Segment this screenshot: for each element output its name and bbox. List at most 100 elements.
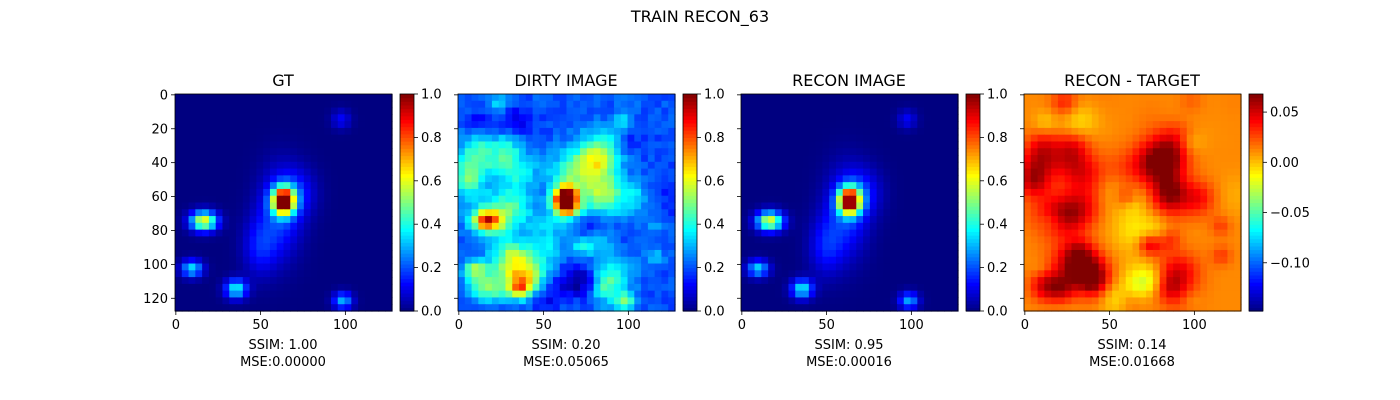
heatmap-cell	[485, 249, 493, 258]
colorbar-segment	[400, 202, 414, 207]
heatmap-cell	[1152, 188, 1161, 197]
heatmap-cell	[236, 256, 244, 265]
heatmap-cell	[654, 175, 663, 183]
heatmap-cell	[1078, 202, 1086, 210]
heatmap-cell	[208, 175, 217, 183]
heatmap-cell	[276, 222, 285, 231]
heatmap-cell	[849, 263, 857, 271]
heatmap-cell	[1132, 297, 1140, 305]
heatmap-cell	[310, 195, 319, 204]
heatmap-cell	[930, 277, 939, 285]
heatmap-cell	[256, 168, 264, 176]
heatmap-cell	[1220, 188, 1229, 197]
heatmap-cell	[303, 202, 312, 210]
heatmap-cell	[181, 121, 190, 129]
colorbar-tick-label: 0.2	[704, 261, 725, 276]
heatmap-cell	[1064, 168, 1073, 176]
heatmap-cell	[290, 277, 298, 285]
heatmap-cell	[1024, 297, 1032, 305]
heatmap-cell	[552, 209, 561, 217]
heatmap-cell	[842, 222, 851, 231]
heatmap-cell	[263, 263, 271, 271]
heatmap-cell	[580, 290, 588, 299]
heatmap-cell	[930, 202, 939, 210]
heatmap-cell	[181, 94, 190, 102]
heatmap-cell	[263, 121, 271, 129]
heatmap-cell	[1024, 236, 1032, 244]
heatmap-cell	[788, 100, 796, 109]
heatmap-cell	[1037, 134, 1045, 143]
heatmap-cell	[580, 100, 588, 109]
heatmap-cell	[747, 243, 756, 251]
heatmap-cell	[1037, 155, 1045, 163]
heatmap-cell	[835, 256, 844, 265]
heatmap-cell	[546, 249, 554, 258]
heatmap-cell	[1166, 127, 1174, 136]
heatmap-cell	[1227, 236, 1235, 244]
heatmap-cell	[1091, 168, 1100, 176]
heatmap-cell	[215, 202, 224, 210]
heatmap-cell	[324, 263, 332, 271]
heatmap-cell	[229, 249, 237, 258]
heatmap-cell	[1227, 127, 1235, 136]
heatmap-cell	[586, 222, 595, 231]
heatmap-cell	[774, 222, 783, 231]
heatmap-cell	[1105, 195, 1113, 204]
heatmap-cell	[1227, 134, 1235, 143]
heatmap-cell	[559, 229, 568, 238]
heatmap-cell	[1071, 161, 1079, 170]
heatmap-cell	[175, 114, 183, 122]
heatmap-cell	[903, 249, 912, 258]
heatmap-cell	[883, 155, 891, 163]
heatmap-cell	[1098, 114, 1106, 122]
heatmap-cell	[627, 182, 635, 190]
heatmap-cell	[202, 175, 210, 183]
heatmap-cell	[620, 100, 629, 109]
heatmap-cell	[580, 182, 588, 190]
heatmap-cell	[944, 168, 952, 176]
heatmap-cell	[835, 277, 844, 285]
heatmap-cell	[896, 148, 905, 156]
heatmap-cell	[276, 195, 285, 204]
heatmap-cell	[815, 195, 823, 204]
heatmap-cell	[768, 290, 776, 299]
heatmap-cell	[1118, 175, 1127, 183]
heatmap-cell	[741, 236, 749, 244]
heatmap-cell	[358, 127, 366, 136]
heatmap-cell	[910, 107, 918, 115]
heatmap-cell	[761, 155, 769, 163]
heatmap-cell	[863, 182, 871, 190]
heatmap-cell	[188, 94, 196, 102]
heatmap-cell	[647, 222, 656, 231]
heatmap-cell	[883, 114, 891, 122]
heatmap-cell	[485, 297, 493, 305]
heatmap-cell	[1220, 155, 1229, 163]
heatmap-cell	[1186, 304, 1195, 312]
colorbar-segment	[400, 231, 414, 236]
heatmap-cell	[641, 243, 649, 251]
heatmap-cell	[613, 121, 622, 129]
heatmap-cell	[491, 229, 500, 238]
heatmap-cell	[795, 168, 803, 176]
heatmap-cell	[1105, 141, 1113, 149]
heatmap-cell	[566, 297, 574, 305]
heatmap-cell	[317, 188, 325, 197]
heatmap-cell	[491, 283, 500, 292]
heatmap-cell	[944, 283, 952, 292]
heatmap-cell	[552, 256, 561, 265]
heatmap-cell	[1213, 148, 1222, 156]
heatmap-cell	[1152, 94, 1161, 102]
heatmap-cell	[1186, 209, 1195, 217]
heatmap-cell	[890, 175, 898, 183]
colorbar-segment	[1249, 104, 1263, 110]
heatmap-cell	[358, 209, 366, 217]
heatmap-cell	[1159, 297, 1168, 305]
heatmap-cell	[647, 100, 656, 109]
heatmap-cell	[573, 134, 581, 143]
heatmap-cell	[344, 188, 352, 197]
heatmap-cell	[351, 141, 359, 149]
heatmap-cell	[620, 155, 629, 163]
heatmap-cell	[802, 236, 810, 244]
heatmap-cell	[593, 175, 602, 183]
heatmap-cell	[802, 202, 810, 210]
